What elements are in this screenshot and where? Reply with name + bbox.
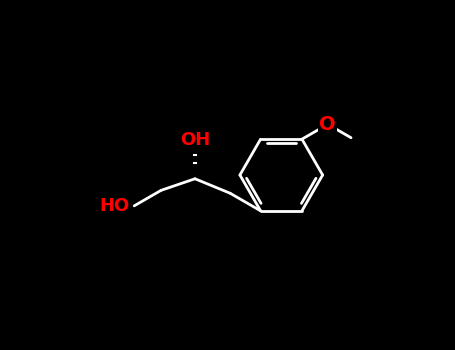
Text: OH: OH [180,131,210,149]
Text: O: O [319,115,336,134]
Text: HO: HO [100,197,130,215]
